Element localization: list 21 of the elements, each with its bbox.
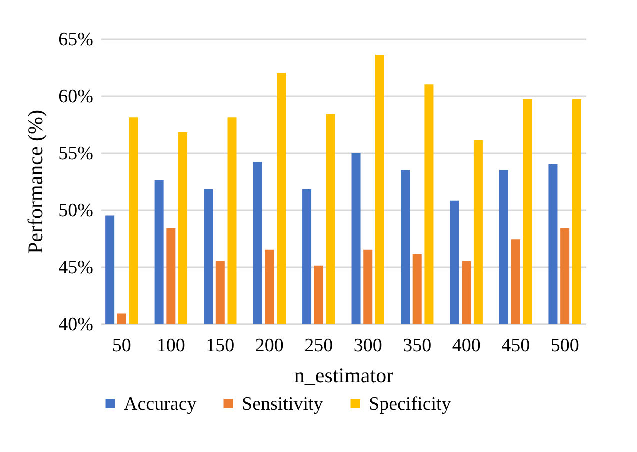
y-tick-label: 50% (58, 200, 94, 222)
y-tick-label: 60% (58, 86, 94, 108)
y-axis-title: Performance (%) (24, 110, 48, 254)
x-tick-label: 500 (550, 336, 580, 356)
x-tick-label: 300 (354, 336, 382, 356)
legend-label: Sensitivity (242, 394, 324, 415)
x-tick-label: 250 (304, 336, 334, 356)
y-tick-label: 40% (58, 314, 94, 336)
x-tick-label: 200 (255, 336, 284, 356)
legend-label: Accuracy (124, 394, 198, 415)
y-tick-label: 65% (58, 30, 94, 50)
x-tick-label: 100 (156, 336, 186, 356)
x-tick-label: 350 (403, 336, 432, 356)
y-tick-label: 45% (58, 258, 94, 278)
x-tick-label: 400 (452, 336, 481, 356)
x-axis-title: n_estimator (294, 364, 394, 388)
x-tick-label: 450 (502, 336, 530, 356)
x-tick-label: 50 (112, 336, 132, 356)
y-tick-label: 55% (58, 144, 94, 164)
x-tick-label: 150 (206, 336, 235, 356)
legend-label: Specificity (369, 394, 452, 415)
